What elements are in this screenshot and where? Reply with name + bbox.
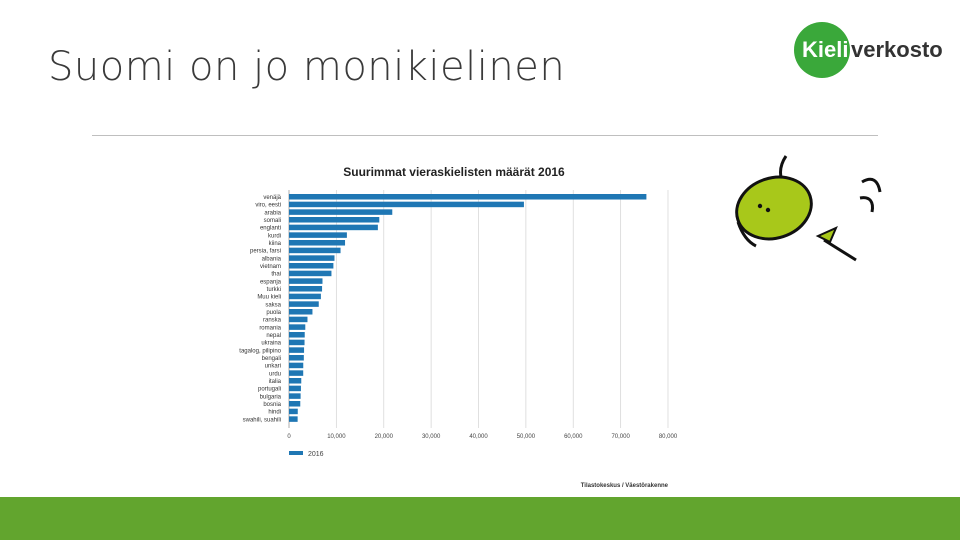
category-label: italia <box>269 379 282 385</box>
bar <box>289 355 304 361</box>
bar <box>289 416 298 422</box>
category-label: bulgaria <box>260 394 282 400</box>
x-tick-labels: 0 10,000 20,000 30,000 40,000 50,000 60,000 70,… <box>287 434 678 440</box>
x-tick-label: 80,000 <box>659 434 678 440</box>
bar <box>289 224 378 231</box>
legend-swatch <box>289 451 303 455</box>
category-label: romania <box>259 325 281 331</box>
category-label: persia, farsi <box>250 249 281 255</box>
bar <box>289 217 380 223</box>
x-tick-label: 20,000 <box>375 434 394 440</box>
bar <box>289 286 323 292</box>
x-tick-label: 70,000 <box>611 434 630 440</box>
mascot-illustration <box>735 155 882 262</box>
bar <box>289 255 335 261</box>
category-label: albania <box>262 256 282 262</box>
category-label: espanja <box>260 279 282 285</box>
bar <box>289 401 301 407</box>
bar <box>289 293 321 300</box>
bar <box>289 324 306 330</box>
category-label: venäjä <box>263 195 281 201</box>
bar <box>289 370 304 376</box>
bar <box>289 408 298 415</box>
bar <box>289 339 305 346</box>
bar-chart: Suurimmat vieraskielisten määrät 2016 ve… <box>239 165 678 489</box>
bar <box>289 385 301 392</box>
bar <box>289 263 334 269</box>
bar <box>289 332 305 338</box>
bar <box>289 209 393 215</box>
bar <box>289 347 305 353</box>
bar <box>289 393 301 399</box>
chart-source: Tilastokeskus / Väestörakenne <box>581 483 669 489</box>
category-label: bosnia <box>263 402 281 408</box>
bar <box>289 270 332 277</box>
logo-text-verkosto: verkosto <box>851 37 943 62</box>
category-label: tagalog, pilipino <box>239 348 281 354</box>
chart-legend: 2016 <box>289 451 324 458</box>
category-label: viro, eesti <box>255 203 281 209</box>
x-tick-label: 30,000 <box>422 434 441 440</box>
bar <box>289 301 319 307</box>
bar <box>289 247 341 254</box>
category-label: nepal <box>266 333 281 339</box>
category-label: bengali <box>262 356 281 362</box>
category-label: ukraina <box>261 341 281 347</box>
category-label: swahili, suahili <box>243 417 281 423</box>
bar <box>289 232 347 238</box>
x-tick-label: 50,000 <box>517 434 536 440</box>
category-label: unkari <box>265 364 281 370</box>
category-label: englanti <box>260 226 281 232</box>
category-label: saksa <box>265 302 281 308</box>
footer-bar <box>0 497 960 540</box>
chart-title: Suurimmat vieraskielisten määrät 2016 <box>343 165 565 179</box>
bar <box>289 316 308 323</box>
x-tick-label: 10,000 <box>327 434 346 440</box>
category-label: ranska <box>263 318 282 324</box>
mascot-figure <box>735 155 882 262</box>
bar <box>289 278 323 284</box>
kieliverkosto-logo: Kieli verkosto <box>794 22 954 78</box>
bars <box>289 194 647 422</box>
category-label: kurdi <box>268 233 281 239</box>
category-label: vietnam <box>260 264 281 270</box>
bar <box>289 309 313 315</box>
bar <box>289 240 346 246</box>
category-label: turkki <box>267 287 281 293</box>
category-label: thai <box>271 272 281 278</box>
category-label: somali <box>264 218 281 224</box>
x-tick-label: 40,000 <box>469 434 488 440</box>
x-tick-label: 0 <box>287 434 291 440</box>
category-label: kiina <box>269 241 282 247</box>
legend-label: 2016 <box>308 451 324 458</box>
bar <box>289 201 524 208</box>
x-tick-label: 60,000 <box>564 434 583 440</box>
logo-circle <box>794 22 850 78</box>
slide-title: Suomi on jo monikielinen <box>48 44 566 90</box>
bar <box>289 362 304 369</box>
category-label: portugali <box>258 387 281 393</box>
category-label: urdu <box>269 371 281 377</box>
title-divider <box>92 135 878 136</box>
category-label: Muu kieli <box>257 295 281 301</box>
category-label: arabia <box>264 210 281 216</box>
logo-text-kieli: Kieli <box>802 37 849 62</box>
category-label: hindi <box>268 410 281 416</box>
bar <box>289 194 647 200</box>
category-label: puola <box>266 310 281 316</box>
bar <box>289 378 302 384</box>
